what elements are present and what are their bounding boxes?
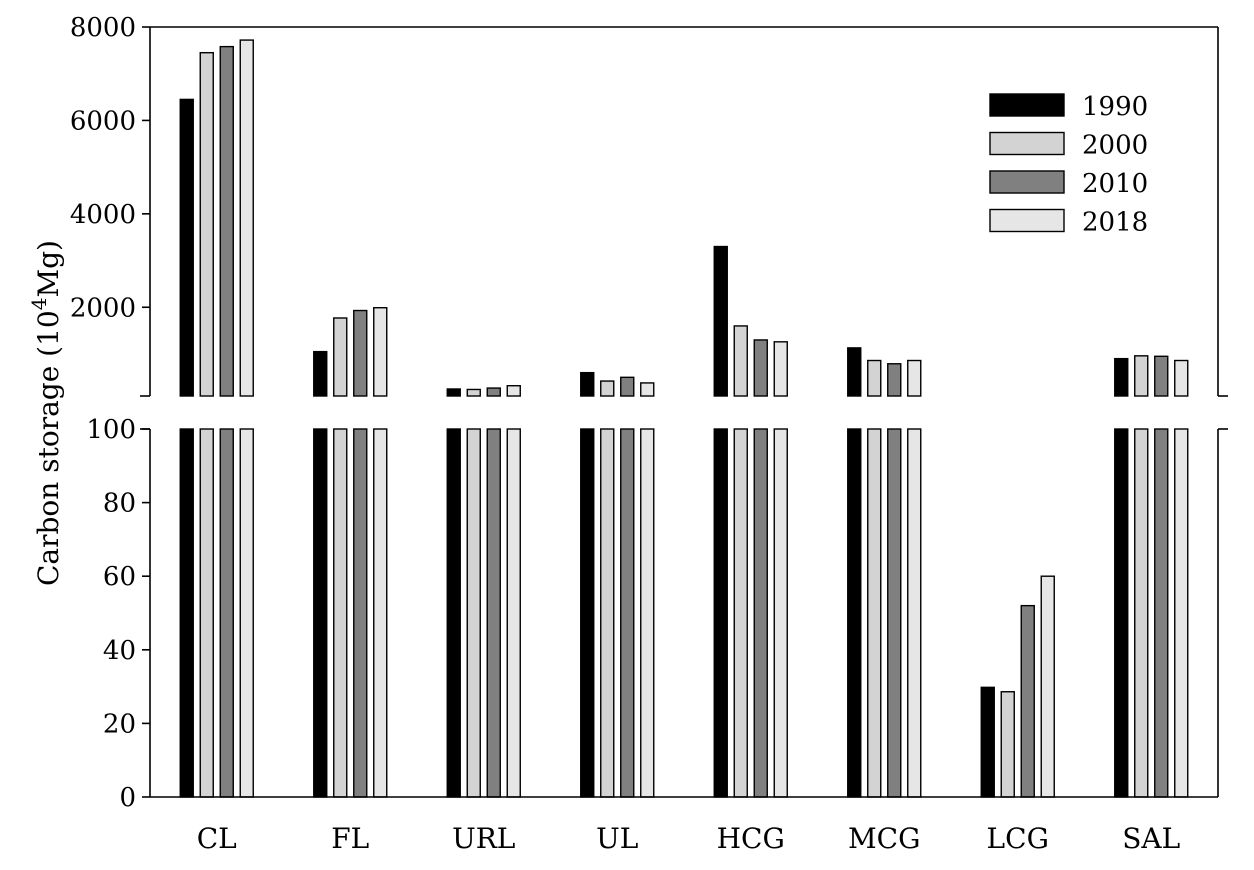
bar-cl-2000-upper: [199, 51, 214, 397]
legend-swatch-2018: [989, 208, 1065, 233]
y-axis-title-superscript: 4: [27, 298, 51, 311]
category-label-sal: SAL: [1122, 822, 1180, 855]
tick-label-8000: 8000: [70, 13, 136, 43]
bar-cl-2018-lower: [239, 428, 254, 798]
category-label-url: URL: [452, 822, 515, 855]
bar-fl-2000-lower: [333, 428, 348, 798]
bar-cl-2018-upper: [239, 39, 254, 397]
bar-fl-2018-upper: [373, 307, 388, 397]
legend-swatch-1990: [989, 93, 1065, 117]
bar-ul-2000-upper: [600, 380, 615, 397]
tick-label-100: 100: [86, 415, 136, 445]
bar-mcg-2018-upper: [907, 359, 922, 397]
bar-url-2010-upper: [486, 387, 501, 397]
bar-lcg-2000: [1000, 691, 1015, 798]
bar-fl-2010-lower: [353, 428, 368, 798]
legend-label-2018: 2018: [1082, 208, 1148, 238]
bar-url-2010-lower: [486, 428, 501, 798]
tick-label-40: 40: [103, 636, 136, 666]
category-label-lcg: LCG: [987, 822, 1049, 855]
bar-mcg-1990-lower: [847, 428, 862, 798]
axes-layer: [140, 26, 1228, 798]
bar-ul-2010-lower: [620, 428, 635, 798]
bar-mcg-2000-upper: [867, 359, 882, 397]
bar-hcg-1990-upper: [713, 245, 728, 397]
tick-label-6000: 6000: [70, 106, 136, 136]
bar-mcg-1990-upper: [847, 347, 862, 397]
category-label-hcg: HCG: [717, 822, 785, 855]
bar-fl-1990-lower: [313, 428, 328, 798]
bar-lcg-2018: [1040, 575, 1055, 798]
bar-hcg-2000-lower: [733, 428, 748, 798]
bar-hcg-1990-lower: [713, 428, 728, 798]
tick-label-0: 0: [119, 783, 136, 813]
legend-label-2010: 2010: [1082, 169, 1148, 199]
legend: 1990 2000 2010 2018: [989, 92, 1148, 238]
bar-hcg-2018-upper: [773, 341, 788, 397]
bar-url-2000-upper: [466, 388, 481, 397]
bar-fl-2010-upper: [353, 309, 368, 397]
legend-swatch-2010: [989, 170, 1065, 194]
category-label-fl: FL: [331, 822, 369, 855]
tick-label-20: 20: [103, 709, 136, 739]
bar-ul-1990-upper: [580, 371, 595, 397]
bar-mcg-2010-lower: [887, 428, 902, 798]
y-axis-title-text: Carbon storage (10: [32, 310, 65, 586]
bar-mcg-2000-lower: [867, 428, 882, 798]
bar-cl-2000-lower: [199, 428, 214, 798]
tick-label-2000: 2000: [70, 293, 136, 323]
bar-sal-1990-upper: [1114, 357, 1129, 397]
legend-label-2000: 2000: [1082, 131, 1148, 161]
bar-mcg-2018-lower: [907, 428, 922, 798]
bar-url-2018-lower: [506, 428, 521, 798]
tick-labels-layer: 0 20 40 60 80 100 2000 4000 6000 8000: [70, 13, 136, 813]
bar-cl-2010-lower: [219, 428, 234, 798]
category-label-mcg: MCG: [848, 822, 920, 855]
bar-hcg-2000-upper: [733, 325, 748, 397]
bar-mcg-2010-upper: [887, 363, 902, 397]
bar-fl-2000-upper: [333, 317, 348, 397]
bar-ul-2018-lower: [640, 428, 655, 798]
bar-url-1990-upper: [446, 388, 461, 397]
category-label-cl: CL: [197, 822, 237, 855]
bar-url-1990-lower: [446, 428, 461, 798]
bar-sal-2010-lower: [1154, 428, 1169, 798]
bar-sal-2018-lower: [1174, 428, 1189, 798]
bar-sal-2018-upper: [1174, 359, 1189, 397]
bar-ul-1990-lower: [580, 428, 595, 798]
bar-ul-2018-upper: [640, 382, 655, 397]
bar-sal-2000-upper: [1134, 355, 1149, 397]
bar-sal-1990-lower: [1114, 428, 1129, 798]
bar-lcg-1990: [980, 686, 995, 798]
bar-fl-2018-lower: [373, 428, 388, 798]
bar-url-2000-lower: [466, 428, 481, 798]
legend-label-1990: 1990: [1082, 92, 1148, 122]
category-label-ul: UL: [596, 822, 638, 855]
y-axis-title: Carbon storage (104Mg): [27, 240, 65, 586]
bar-sal-2010-upper: [1154, 355, 1169, 397]
bar-ul-2010-upper: [620, 376, 635, 397]
bars-layer: [179, 39, 1189, 798]
bar-sal-2000-lower: [1134, 428, 1149, 798]
bar-url-2018-upper: [506, 385, 521, 397]
tick-label-60: 60: [103, 562, 136, 592]
category-labels-layer: CL FL URL UL HCG MCG LCG SAL: [197, 822, 1181, 855]
bar-cl-1990-upper: [179, 98, 194, 397]
bar-fl-1990-upper: [313, 350, 328, 397]
bar-hcg-2010-upper: [753, 339, 768, 397]
bar-ul-2000-lower: [600, 428, 615, 798]
bar-hcg-2018-lower: [773, 428, 788, 798]
bar-cl-2010-upper: [219, 45, 234, 397]
tick-label-4000: 4000: [70, 200, 136, 230]
bar-hcg-2010-lower: [753, 428, 768, 798]
bar-lcg-2010: [1020, 604, 1035, 798]
tick-label-80: 80: [103, 489, 136, 519]
legend-swatch-2000: [989, 131, 1065, 156]
y-axis-title-suffix: Mg): [32, 240, 65, 298]
bar-cl-1990-lower: [179, 428, 194, 798]
